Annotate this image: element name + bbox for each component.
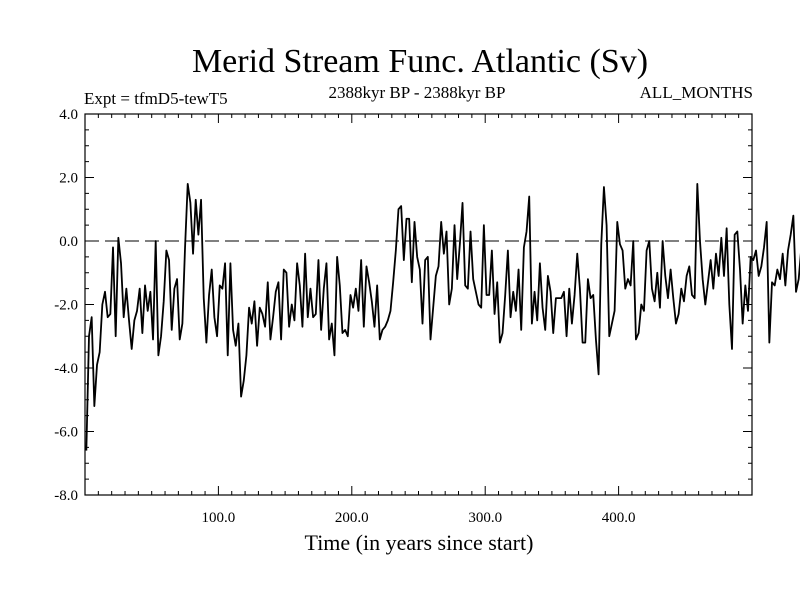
axis-ticks: [85, 113, 752, 496]
y-tick-label: -4.0: [54, 361, 78, 377]
y-tick-label: 0.0: [59, 234, 78, 250]
experiment-label: Expt = tfmD5-tewT5: [84, 89, 228, 108]
x-tick-label: 100.0: [202, 510, 236, 526]
plot-frame: [84, 113, 753, 496]
series-line: [85, 182, 800, 451]
period-label: 2388kyr BP - 2388kyr BP: [329, 83, 506, 102]
x-tick-label: 200.0: [335, 510, 369, 526]
tick-labels: 100.0 200.0 300.0 400.0 4.0 2.0 0.0 -2.0 -4.0 -6.…: [54, 107, 635, 526]
y-tick-label: -8.0: [54, 488, 78, 504]
months-label: ALL_MONTHS: [640, 83, 753, 102]
chart-title: Merid Stream Func. Atlantic (Sv): [192, 43, 648, 80]
y-tick-label: -6.0: [54, 425, 78, 441]
y-tick-label: 4.0: [59, 107, 78, 123]
x-tick-label: 400.0: [602, 510, 636, 526]
y-tick-label: 2.0: [59, 171, 78, 187]
x-axis-label: Time (in years since start): [305, 530, 534, 555]
x-tick-label: 300.0: [468, 510, 502, 526]
y-tick-label: -2.0: [54, 298, 78, 314]
